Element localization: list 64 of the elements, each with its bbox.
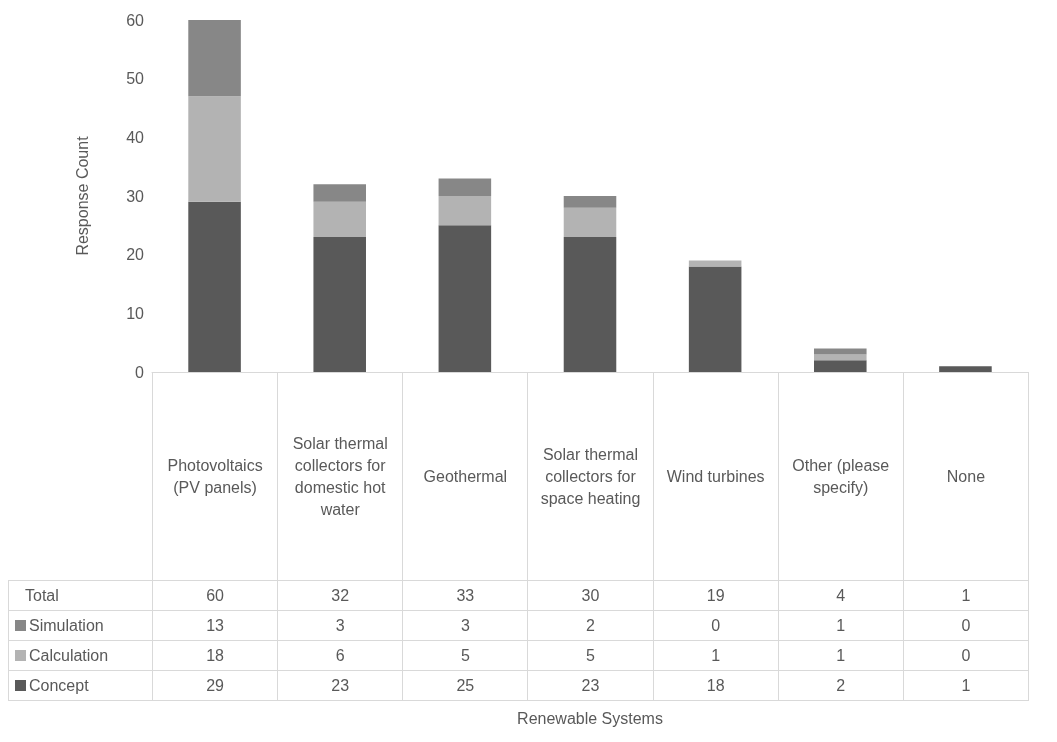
data-label: 5 bbox=[402, 640, 529, 671]
y-tick-label: 60 bbox=[126, 11, 145, 29]
bar bbox=[313, 201, 366, 238]
y-tick-label: 30 bbox=[126, 187, 145, 205]
bar bbox=[438, 225, 492, 372]
data-label: 29 bbox=[152, 670, 279, 701]
data-label: 23 bbox=[527, 670, 654, 701]
bar bbox=[438, 196, 492, 226]
data-label: 23 bbox=[277, 670, 404, 701]
text: 1 bbox=[902, 580, 1029, 611]
y-tick-label: 40 bbox=[126, 128, 145, 146]
text: Renewable Systems bbox=[516, 710, 664, 728]
y-tick-label: 20 bbox=[126, 246, 145, 264]
data-label: 0 bbox=[652, 610, 779, 641]
data-label: 13 bbox=[152, 610, 279, 641]
bar bbox=[563, 237, 617, 372]
x-tick-label: Solar thermal collectors for space heating bbox=[527, 372, 654, 581]
data-label: 18 bbox=[652, 670, 779, 701]
data-label: 5 bbox=[527, 640, 654, 671]
y-tick-label: 10 bbox=[126, 304, 145, 322]
bar bbox=[814, 360, 867, 372]
text: 4 bbox=[777, 580, 904, 611]
data-label: 1 bbox=[777, 640, 904, 671]
text: 33 bbox=[402, 580, 529, 611]
bar bbox=[188, 201, 241, 372]
bar bbox=[438, 178, 492, 196]
legend-label: Simulation bbox=[29, 615, 104, 636]
bar bbox=[188, 96, 241, 202]
bar bbox=[688, 266, 742, 372]
data-label: 18 bbox=[152, 640, 279, 671]
data-label: 3 bbox=[402, 610, 529, 641]
data-label: 25 bbox=[402, 670, 529, 701]
data-label: 3 bbox=[277, 610, 404, 641]
data-label: 2 bbox=[527, 610, 654, 641]
bar bbox=[563, 207, 617, 238]
legend-label: Calculation bbox=[29, 645, 109, 666]
text: 30 bbox=[527, 580, 654, 611]
bar bbox=[188, 20, 241, 97]
y-tick-label: 50 bbox=[126, 70, 145, 88]
data-label: 1 bbox=[652, 640, 779, 671]
data-label: 0 bbox=[902, 610, 1029, 641]
legend-label: Concept bbox=[29, 675, 89, 696]
bar bbox=[563, 196, 617, 208]
bar bbox=[313, 184, 366, 202]
x-tick-label: Geothermal bbox=[402, 372, 529, 581]
x-tick-label: Other (please specify) bbox=[777, 372, 904, 581]
bar bbox=[313, 237, 366, 372]
data-label: 1 bbox=[777, 610, 904, 641]
y-tick-label: 0 bbox=[135, 363, 145, 381]
y-axis-title: Response Count bbox=[73, 135, 91, 256]
text: Total bbox=[25, 585, 59, 606]
x-tick-label: Solar thermal collectors for domestic hot water bbox=[277, 372, 404, 581]
data-label: 6 bbox=[277, 640, 404, 671]
text: 32 bbox=[277, 580, 404, 611]
x-tick-label: None bbox=[902, 372, 1029, 581]
text: 60 bbox=[152, 580, 279, 611]
bar bbox=[939, 366, 992, 372]
bar bbox=[814, 354, 867, 361]
x-tick-label: Photovoltaics (PV panels) bbox=[152, 372, 279, 581]
text: 19 bbox=[652, 580, 779, 611]
data-label: 1 bbox=[902, 670, 1029, 701]
data-label: 2 bbox=[777, 670, 904, 701]
data-label: 0 bbox=[902, 640, 1029, 671]
x-tick-label: Wind turbines bbox=[652, 372, 779, 581]
